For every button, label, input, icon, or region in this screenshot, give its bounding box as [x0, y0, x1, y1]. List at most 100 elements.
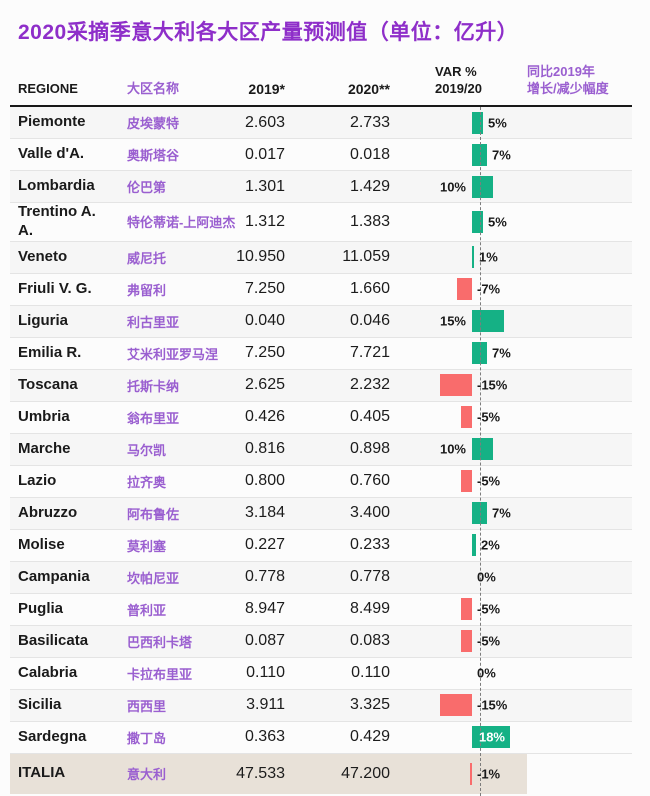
table-row: Lazio 拉齐奥 0.800 0.760 -5%: [10, 466, 632, 498]
var-bar: [440, 374, 472, 396]
var-bar-cell: 1%: [390, 242, 632, 273]
value-2019: 0.017: [244, 145, 285, 163]
region-name: Sardegna: [18, 727, 87, 745]
var-bar-cell: 10%: [390, 434, 632, 465]
table-row: Calabria 卡拉布里亚 0.110 0.110 0%: [10, 658, 632, 690]
value-2019: 10.950: [236, 248, 285, 265]
table-row: Marche 马尔凯 0.816 0.898 10%: [10, 433, 632, 466]
var-bar-label: 10%: [439, 441, 466, 457]
var-bar: [472, 502, 487, 524]
value-2020: 0.898: [349, 440, 390, 457]
region-name: Trentino A. A.: [18, 203, 96, 239]
value-2020: 0.233: [349, 536, 390, 553]
value-2020: 8.499: [349, 600, 390, 617]
var-bar-cell: 5%: [390, 203, 632, 241]
value-2019: 2.603: [244, 113, 285, 131]
region-name-cn: 阿布鲁佐: [127, 506, 180, 522]
region-name: Campania: [18, 567, 90, 585]
value-2020: 2.232: [349, 376, 390, 393]
region-name: Lombardia: [18, 177, 95, 195]
value-2019: 2.625: [244, 376, 285, 393]
var-bar-label: -1%: [477, 766, 501, 781]
table-row: Puglia 普利亚 8.947 8.499 -5%: [10, 594, 632, 626]
region-name-cn: 马尔凯: [127, 442, 167, 458]
value-2019: 0.363: [244, 728, 285, 745]
var-bar: [472, 342, 487, 364]
value-2020: 0.110: [351, 664, 390, 681]
region-name-cn: 伦巴第: [127, 180, 167, 195]
value-2020: 0.429: [349, 728, 390, 745]
value-2020: 2.733: [349, 113, 390, 131]
table-body: Piemonte 皮埃蒙特 2.603 2.733 5% Valle d'A. …: [10, 107, 632, 796]
region-name: Toscana: [18, 375, 78, 393]
var-bar-cell: 7%: [390, 338, 632, 369]
region-name: Basilicata: [18, 631, 89, 649]
var-bar-label: 1%: [479, 249, 498, 265]
region-name-cn: 拉齐奥: [127, 474, 167, 490]
region-name-cn: 莫利塞: [127, 538, 167, 554]
table-row: Molise 莫利塞 0.227 0.233 2%: [10, 530, 632, 562]
region-name: Puglia: [18, 599, 64, 617]
region-name: Lazio: [18, 471, 57, 489]
var-bar-label: 5%: [488, 115, 507, 130]
value-2020: 1.660: [349, 280, 390, 297]
var-bar: [457, 278, 472, 300]
value-2020: 1.429: [349, 177, 390, 195]
var-bar-cell: -1%: [390, 754, 632, 794]
value-2019: 8.947: [244, 600, 285, 617]
table-row: Lombardia 伦巴第 1.301 1.429 10%: [10, 171, 632, 203]
table-row: ITALIA 意大利 47.533 47.200 -1%: [10, 753, 632, 794]
region-name: Emilia R.: [18, 343, 82, 361]
var-bar-label: -5%: [477, 473, 501, 489]
value-2019: 0.087: [244, 632, 285, 649]
var-bar: [472, 175, 493, 198]
region-name-cn: 撒丁岛: [127, 730, 167, 746]
var-bar: [472, 111, 483, 134]
table-row: Veneto 威尼托 10.950 11.059 1%: [10, 241, 632, 274]
var-bar: [472, 438, 493, 460]
var-bar: [472, 726, 510, 748]
var-bar-label: 2%: [481, 537, 500, 553]
value-2020: 1.383: [349, 212, 390, 230]
var-bar: [472, 143, 487, 166]
var-bar-label: -5%: [477, 409, 501, 425]
value-2020: 0.018: [349, 145, 390, 163]
var-bar-cell: 0%: [390, 562, 632, 593]
value-2020: 11.059: [342, 248, 390, 265]
region-name: Sicilia: [18, 695, 62, 713]
region-name-cn: 皮埃蒙特: [127, 116, 180, 131]
var-bar-cell: -5%: [390, 594, 632, 625]
region-name: ITALIA: [18, 764, 66, 782]
var-bar: [472, 246, 474, 268]
var-bar-cell: 5%: [390, 107, 632, 138]
value-2019: 7.250: [244, 344, 285, 361]
var-bar: [472, 210, 483, 233]
var-bar-label: 15%: [439, 313, 466, 329]
value-2019: 0.040: [244, 312, 285, 329]
value-2020: 0.405: [349, 408, 390, 425]
region-name-cn: 奥斯塔谷: [127, 148, 180, 163]
region-name-cn: 托斯卡纳: [127, 378, 180, 394]
value-2019: 7.250: [244, 280, 285, 297]
var-bar-cell: 7%: [390, 498, 632, 529]
value-2019: 0.110: [246, 664, 285, 681]
var-bar-label: 7%: [492, 505, 511, 521]
table-row: Umbria 翁布里亚 0.426 0.405 -5%: [10, 402, 632, 434]
var-bar-cell: 18%: [390, 722, 632, 753]
header-regione: REGIONE: [18, 81, 78, 97]
var-bar-label: -7%: [477, 281, 501, 297]
var-bar-label: -15%: [477, 377, 508, 393]
header-var-pct: VAR % 2019/20: [435, 64, 482, 97]
value-2019: 3.911: [246, 696, 285, 713]
region-name-cn: 翁布里亚: [127, 410, 180, 426]
var-bar-label: 0%: [477, 569, 496, 585]
value-2019: 1.312: [244, 212, 285, 230]
region-name-cn: 巴西利卡塔: [127, 634, 193, 650]
var-bar-cell: 0%: [390, 658, 632, 689]
value-2020: 0.778: [349, 568, 390, 585]
var-bar: [461, 630, 472, 652]
var-bar-label: 0%: [477, 665, 496, 681]
value-2019: 0.426: [244, 408, 285, 425]
header-2019: 2019*: [248, 80, 285, 97]
zero-axis-line: [480, 107, 481, 796]
